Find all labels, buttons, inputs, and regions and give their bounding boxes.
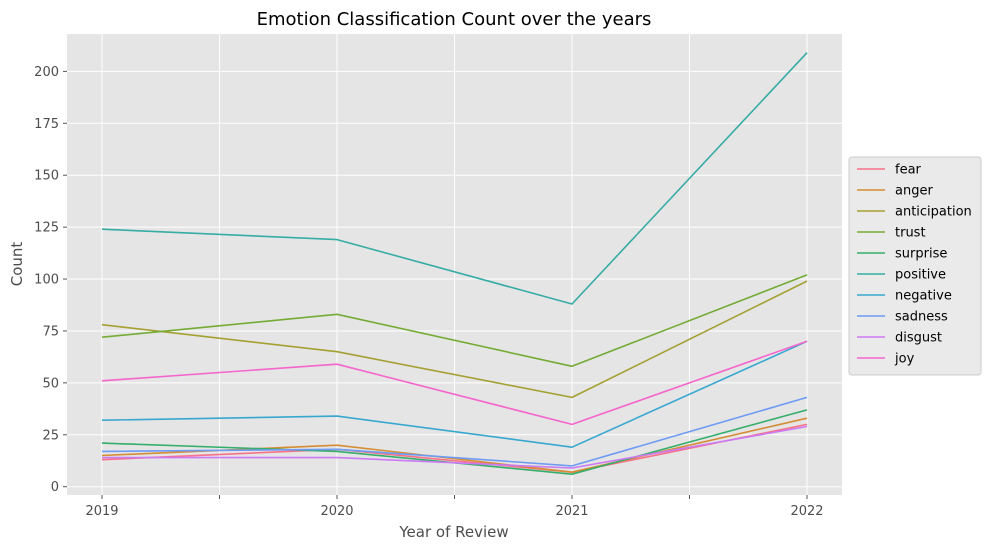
x-tick-label: 2021 [555, 504, 588, 519]
series-line-negative [101, 340, 808, 449]
legend-label-joy: joy [894, 352, 915, 367]
series-lines [101, 52, 808, 476]
legend-label-negative: negative [895, 289, 952, 304]
y-axis-ticks: 0 25 50 75 100 125 150 175 200 [34, 65, 67, 495]
x-tick-label: 2019 [85, 504, 118, 519]
y-tick-label: 125 [34, 221, 59, 236]
y-tick-label: 150 [34, 169, 59, 184]
series-line-fear [101, 423, 808, 474]
y-tick-label: 175 [34, 117, 59, 132]
legend-label-sadness: sadness [895, 310, 948, 325]
legend-label-fear: fear [895, 163, 922, 178]
x-axis-ticks: 2019 2020 2021 2022 [85, 495, 824, 519]
legend-label-disgust: disgust [895, 331, 942, 346]
y-axis-title: Count [8, 242, 26, 287]
legend-label-anger: anger [895, 184, 933, 199]
x-tick-label: 2022 [790, 504, 823, 519]
y-tick-label: 100 [34, 273, 59, 288]
series-line-disgust [102, 425, 808, 469]
y-tick-label: 200 [34, 65, 59, 80]
series-line-joy [101, 340, 808, 426]
legend-label-trust: trust [895, 226, 926, 241]
x-axis-title: Year of Review [398, 523, 508, 541]
y-tick-label: 0 [51, 480, 59, 495]
y-tick-label: 75 [42, 324, 59, 339]
chart-title: Emotion Classification Count over the ye… [257, 9, 652, 30]
legend: fear anger anticipation trust surprise positi… [848, 156, 982, 376]
y-tick-label: 50 [42, 376, 59, 391]
series-line-positive [101, 52, 808, 305]
legend-label-positive: positive [895, 268, 946, 283]
x-tick-label: 2020 [320, 504, 353, 519]
legend-label-surprise: surprise [895, 247, 947, 262]
legend-label-anticipation: anticipation [895, 205, 972, 220]
series-line-anticipation [101, 280, 808, 399]
series-line-trust [101, 274, 808, 368]
y-tick-label: 25 [42, 428, 59, 443]
series-line-sadness [101, 396, 808, 467]
